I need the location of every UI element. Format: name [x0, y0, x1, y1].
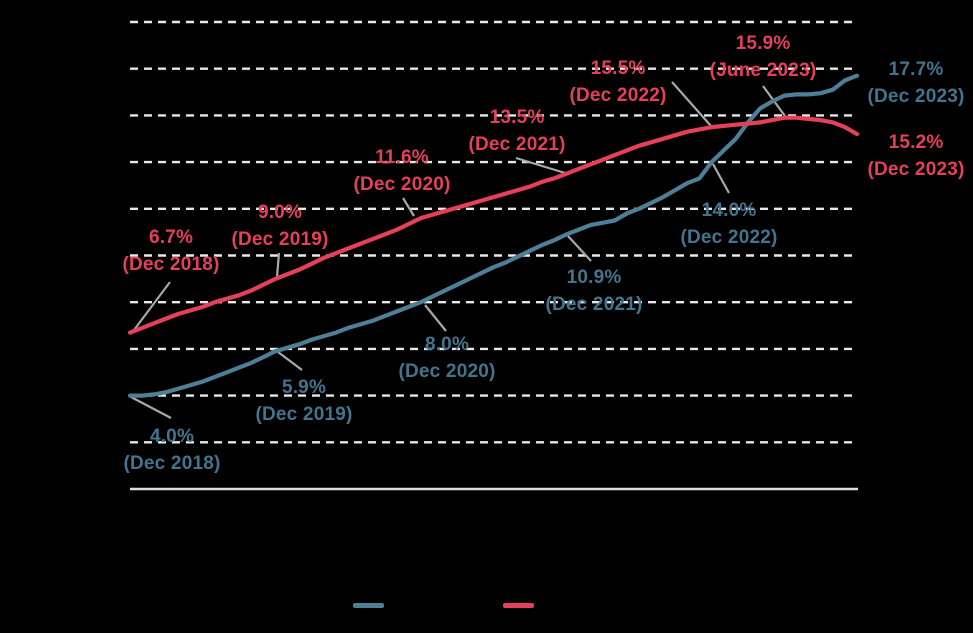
- annotation-teal: 4.0% (Dec 2018): [123, 423, 220, 477]
- annotation-value: 13.5%: [489, 107, 545, 128]
- annotation-value: 15.9%: [735, 33, 791, 54]
- annotation-date: (Dec 2020): [398, 361, 496, 382]
- legend-swatch-red: [503, 603, 534, 608]
- annotation-red: 15.9% (June 2023): [710, 30, 817, 84]
- annotation-value: 17.7%: [888, 59, 944, 80]
- annotation-date: (Dec 2022): [569, 85, 667, 106]
- annotation-value: 15.2%: [888, 132, 944, 153]
- annotation-date: (Dec 2018): [122, 254, 220, 275]
- annotation-date: (Dec 2018): [123, 453, 221, 474]
- annotation-date: (Dec 2019): [231, 229, 329, 250]
- leader-line: [402, 197, 415, 217]
- leader-line: [424, 304, 447, 332]
- annotation-value: 5.9%: [281, 377, 327, 398]
- annotation-teal: 14.0% (Dec 2022): [680, 197, 777, 251]
- leader-line: [275, 252, 281, 278]
- leader-line: [277, 351, 303, 371]
- series-lines: [127, 73, 860, 398]
- annotation-teal: 10.9% (Dec 2021): [545, 264, 642, 318]
- annotation-teal: 8.0% (Dec 2020): [398, 331, 495, 385]
- annotation-date: (Dec 2021): [468, 134, 566, 155]
- annotation-red: 9.0% (Dec 2019): [231, 199, 328, 253]
- annotation-value: 9.0%: [257, 202, 303, 223]
- annotation-date: (Dec 2021): [545, 294, 643, 315]
- annotation-red: 15.2% (Dec 2023): [867, 129, 964, 183]
- annotation-leader-lines: [130, 81, 786, 419]
- leader-line: [130, 281, 171, 335]
- leader-line: [671, 81, 712, 127]
- annotation-value: 14.0%: [701, 200, 757, 221]
- annotation-value: 15.5%: [590, 58, 646, 79]
- annotation-red: 6.7% (Dec 2018): [122, 224, 219, 278]
- legend-swatch-teal: [353, 603, 384, 608]
- annotation-value: 11.6%: [375, 147, 429, 168]
- series-line-teal: [127, 73, 860, 398]
- annotation-red: 13.5% (Dec 2021): [468, 104, 565, 158]
- annotation-date: (Dec 2023): [867, 86, 965, 107]
- annotation-value: 10.9%: [566, 267, 622, 288]
- gridlines: [130, 20, 858, 444]
- series-line-red: [127, 115, 860, 335]
- annotation-date: (Dec 2022): [680, 227, 778, 248]
- annotation-red: 11.6% (Dec 2020): [353, 144, 450, 198]
- leader-line: [515, 156, 566, 175]
- leader-line: [712, 163, 730, 194]
- annotation-date: (Dec 2023): [867, 159, 965, 180]
- annotation-date: (June 2023): [709, 60, 817, 81]
- annotation-teal: 17.7% (Dec 2023): [867, 56, 964, 110]
- annotation-value: 6.7%: [148, 227, 194, 248]
- annotation-date: (Dec 2019): [255, 404, 353, 425]
- annotation-value: 4.0%: [149, 426, 195, 447]
- annotation-teal: 5.9% (Dec 2019): [255, 374, 352, 428]
- leader-line: [567, 235, 592, 262]
- annotation-date: (Dec 2020): [353, 174, 451, 195]
- annotation-value: 8.0%: [424, 334, 470, 355]
- annotation-red: 15.5% (Dec 2022): [569, 55, 666, 109]
- leader-line: [130, 396, 172, 419]
